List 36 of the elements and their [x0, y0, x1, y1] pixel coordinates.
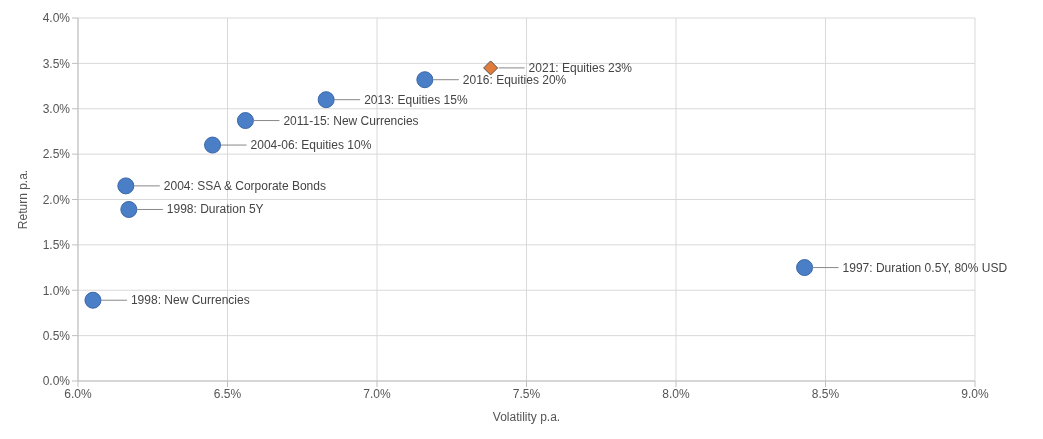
y-tick-label: 3.0%	[42, 102, 71, 117]
annotation: 2004: SSA & Corporate Bonds	[163, 178, 326, 193]
point	[84, 291, 102, 309]
annotation: 2016: Equities 20%	[462, 72, 567, 87]
y-tick-label: 3.5%	[42, 56, 71, 71]
point	[120, 200, 138, 218]
point	[416, 71, 434, 89]
y-tick-label: 1.0%	[42, 283, 71, 298]
y-tick-label: 2.0%	[42, 192, 71, 207]
point	[796, 259, 814, 277]
point	[317, 91, 335, 109]
x-tick-label: 8.5%	[811, 386, 840, 401]
x-axis-title: Volatility p.a.	[492, 410, 561, 424]
annotation: 2021: Equities 23%	[528, 60, 633, 75]
point	[204, 136, 222, 154]
point	[483, 60, 499, 76]
x-tick-label: 6.0%	[64, 386, 92, 401]
point	[236, 112, 254, 130]
y-tick-label: 4.0%	[42, 11, 71, 26]
annotation: 2013: Equities 15%	[364, 92, 468, 107]
x-tick-label: 8.0%	[662, 386, 690, 401]
point	[117, 177, 135, 195]
x-tick-label: 6.5%	[213, 386, 242, 401]
y-axis-title: Return p.a.	[16, 169, 31, 230]
annotation: 1998: New Currencies	[130, 293, 250, 308]
y-tick-label: 0.0%	[42, 374, 71, 389]
x-tick-label: 7.5%	[512, 386, 541, 401]
y-tick-label: 1.5%	[42, 238, 71, 253]
y-tick-label: 2.5%	[42, 147, 71, 162]
annotation: 2011-15: New Currencies	[283, 113, 419, 128]
annotation: 2004-06: Equities 10%	[250, 138, 372, 153]
annotation: 1998: Duration 5Y	[166, 202, 264, 217]
y-tick-label: 0.5%	[42, 328, 71, 343]
annotation: 1997: Duration 0.5Y, 80% USD	[842, 260, 1008, 275]
x-tick-label: 7.0%	[363, 386, 391, 401]
x-tick-label: 9.0%	[961, 386, 989, 401]
